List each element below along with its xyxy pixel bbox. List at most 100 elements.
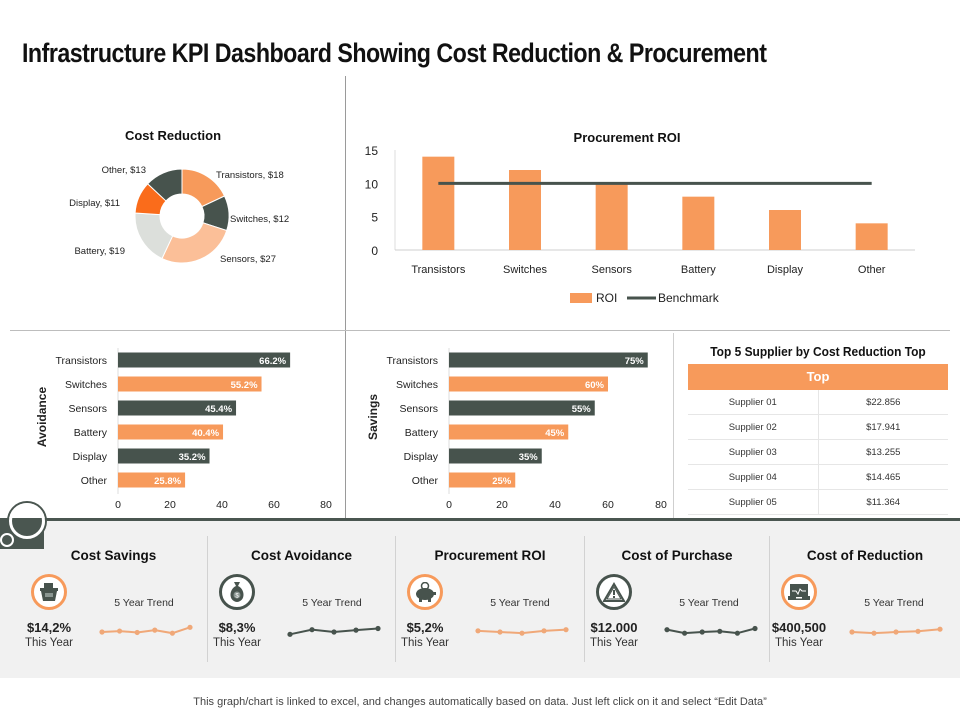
divider-vertical-right [673,333,674,520]
supplier-name: Supplier 05 [688,490,819,514]
hbar-category-label: Battery [74,427,108,439]
sparkline-point [734,630,740,636]
kpi-trend-label: 5 Year Trend [864,597,924,609]
roi-ytick-label: 15 [365,144,379,158]
shopping-basket-icon [31,574,67,610]
hbar-sensors[interactable] [118,400,237,416]
sparkline-point [752,625,758,632]
hbar-xtick-label: 40 [549,499,561,511]
sparkline-point [699,629,705,635]
hbar-battery[interactable] [449,424,569,440]
hbar-xtick-label: 0 [446,499,452,511]
sparkline-point [682,630,688,636]
kpi-card-cost-savings[interactable]: Cost Savings $14,2% This Year 5 Year Trend [20,536,208,662]
supplier-row: Supplier 03 $13.255 [688,440,948,465]
roi-bar-other[interactable] [855,223,888,250]
kpi-value: $8,3% [218,620,256,635]
kpi-sparkline[interactable] [848,622,944,642]
hbar-category-label: Other [412,475,439,487]
sparkline-point [871,630,877,636]
kpi-sparkline[interactable] [474,622,570,642]
donut-label-switches: Switches, $12 [230,214,289,225]
hbar-category-label: Transistors [386,355,438,367]
hbar-data-label: 25% [492,476,512,487]
supplier-value: $14.465 [866,472,901,483]
kpi-value: $12.000 [590,620,638,635]
decorative-circle-large [9,503,45,539]
roi-bar-display[interactable] [769,210,801,250]
cost-reduction-donut-chart[interactable]: Cost Reduction Transistors, $18 Switches,… [60,120,330,290]
footer-note: This graph/chart is linked to excel, and… [193,696,767,708]
kpi-sparkline[interactable] [286,622,382,642]
roi-bar-battery[interactable] [682,196,715,250]
hbar-category-label: Sensors [399,403,438,415]
kpi-trend-label: 5 Year Trend [114,597,174,609]
hbar-display[interactable] [449,448,542,464]
donut-slice-sensors[interactable] [161,222,228,264]
roi-ytick-label: 10 [365,177,379,191]
sparkline-point [893,629,899,635]
supplier-name: Supplier 02 [688,415,819,439]
sparkline-point [134,629,140,636]
kpi-sparkline[interactable] [663,622,759,642]
hbar-sensors[interactable] [449,400,595,416]
hbar-data-label: 35% [519,452,539,463]
hbar-display[interactable] [118,448,210,464]
legend-benchmark-label: Benchmark [658,291,720,305]
savings-bar-chart[interactable]: Savings 75% Transistors 60% Switches 55% Sens… [345,340,675,518]
kpi-band-border [0,518,960,521]
divider-vertical-top [345,76,346,520]
sparkline-point [309,627,315,633]
kpi-trend-label: 5 Year Trend [490,597,550,609]
hbar-other[interactable] [118,472,186,488]
roi-bar-sensors[interactable] [595,183,628,250]
kpi-card-cost-of-reduction[interactable]: Cost of Reduction $400,500 This Year 5 Year… [770,536,960,662]
donut-title: Cost Reduction [125,128,221,143]
supplier-row: Supplier 04 $14.465 [688,465,948,490]
kpi-card-cost-avoidance[interactable]: Cost Avoidance $ $8,3% This Year 5 Year Tren… [208,536,396,662]
sparkline-point [664,627,670,633]
sparkline-point [717,628,723,634]
piggy-bank-icon [407,574,443,610]
sparkline-point [99,629,105,635]
hbar-category-label: Display [404,451,439,463]
procurement-roi-chart[interactable]: Procurement ROI Transistors Switches Senso… [350,120,930,320]
legend-roi-swatch [570,293,592,303]
supplier-name: Supplier 01 [688,390,819,414]
hbar-category-label: Switches [65,379,107,391]
hbar-xtick-label: 60 [268,499,280,511]
sparkline-point [287,631,293,637]
kpi-sparkline[interactable] [98,622,194,642]
sparkline-path [101,626,191,635]
hbar-other[interactable] [449,472,516,488]
kpi-card-cost-of-purchase[interactable]: Cost of Purchase $12.000 This Year 5 Year T… [585,536,770,662]
kpi-value: $14,2% [26,620,72,635]
hbar-data-label: 60% [585,380,605,391]
hbar-data-label: 45.4% [205,404,232,415]
hbar-xtick-label: 20 [164,499,176,511]
hbar-switches[interactable] [449,376,608,392]
hbar-xtick-label: 0 [115,499,121,511]
hbar-battery[interactable] [118,424,224,440]
sparkline-point [937,626,943,632]
donut-label-sensors: Sensors, $27 [220,254,276,265]
kpi-value: $5,2% [406,620,444,635]
hbar-data-label: 45% [545,428,565,439]
kpi-card-procurement-roi[interactable]: Procurement ROI $5,2% This Year 5 Year Tren… [396,536,585,662]
donut-slice-other[interactable] [147,168,183,202]
hbar-data-label: 40.4% [192,428,219,439]
supplier-value: $13.255 [866,447,901,458]
hbar-data-label: 55.2% [231,380,258,391]
supplier-row: Supplier 02 $17.941 [688,415,948,440]
hbar-switches[interactable] [118,376,262,392]
hbar-transistors[interactable] [118,352,291,368]
donut-label-transistors: Transistors, $18 [216,170,284,181]
kpi-title: Cost Savings [70,548,157,563]
roi-bar-transistors[interactable] [422,156,455,250]
avoidance-axis-label: Avoidance [35,387,49,448]
hbar-transistors[interactable] [449,352,648,368]
hbar-xtick-label: 80 [320,499,332,511]
avoidance-bar-chart[interactable]: Avoidance 66.2% Transistors 55.2% Switches 4… [0,340,345,518]
supplier-table: Top 5 Supplier by Cost Reduction Top Top… [688,340,948,515]
kpi-period-label: This Year [401,637,449,649]
